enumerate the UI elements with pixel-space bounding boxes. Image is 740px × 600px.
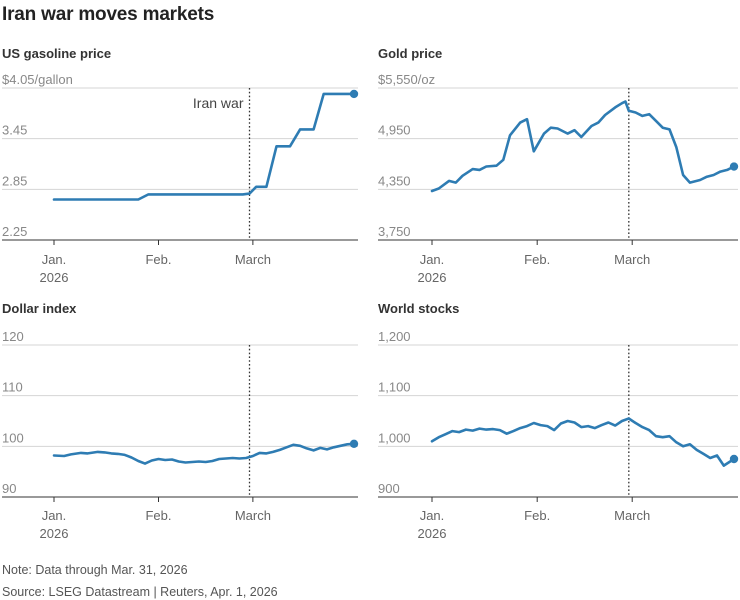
y-tick-label: 3,750 [378,224,411,239]
chart-panel: World stocks 1,200 1,100 1,000 900 Jan. 2026 Fe… [378,301,739,541]
y-tick-label: 2.85 [2,173,27,188]
series-end-point [729,162,739,171]
series-line [52,442,356,465]
y-tick-label: 3.45 [2,123,27,138]
panel-title: Gold price [378,46,442,61]
x-tick-label: Jan. 2026 [40,252,69,285]
x-tick-label-line: March [614,252,650,267]
x-tick-label-line: Feb. [524,252,550,267]
x-tick-label: March [235,252,271,267]
x-tick-label: Jan. 2026 [40,508,69,541]
x-tick-label-line: March [235,252,271,267]
x-tick-label-line: Feb. [145,508,171,523]
panel-title: Dollar index [2,301,77,316]
x-tick-label-line: 2026 [418,526,447,541]
x-tick-label: March [614,508,650,523]
x-tick-label-line: Jan. [420,508,445,523]
chart-source: Source: LSEG Datastream | Reuters, Apr. … [2,585,278,599]
x-tick-label-line: 2026 [418,270,447,285]
panel-title: US gasoline price [2,46,111,61]
series-line [430,417,736,467]
chart-panel: Gold price $5,550/oz 4,950 4,350 3,750 Jan. 20… [378,46,739,285]
x-tick-label-line: Feb. [524,508,550,523]
y-tick-label: 1,000 [378,430,411,445]
x-tick-label: Feb. [145,508,171,523]
chart-note: Note: Data through Mar. 31, 2026 [2,563,188,577]
x-tick-label: Feb. [145,252,171,267]
x-tick-label-line: 2026 [40,270,69,285]
x-tick-label: Jan. 2026 [418,252,447,285]
x-tick-label: Feb. [524,508,550,523]
panel-title: World stocks [378,301,459,316]
series-end-point [349,439,359,448]
x-tick-label: March [614,252,650,267]
small-multiples-chart: US gasoline price $4.05/gallon 3.45 2.85 2.2… [2,46,739,541]
chart-panel: US gasoline price $4.05/gallon 3.45 2.85 2.2… [2,46,359,285]
series-line [52,92,356,201]
x-tick-label-line: Jan. [42,252,67,267]
x-tick-label-line: March [235,508,271,523]
y-tick-label: 1,100 [378,380,411,395]
y-tick-label: 100 [2,430,24,445]
x-tick-label-line: March [614,508,650,523]
y-tick-label: 120 [2,329,24,344]
y-tick-label: 110 [2,380,23,395]
x-tick-label-line: 2026 [40,526,69,541]
chart-panel: Dollar index 120 110 100 90 Jan. 2026 Feb. March [2,301,359,541]
series-end-point [729,454,739,464]
x-tick-label: Feb. [524,252,550,267]
y-tick-label: $5,550/oz [378,72,435,87]
series-end-point [349,89,359,99]
y-tick-label: 1,200 [378,329,411,344]
y-tick-label: 4,950 [378,123,411,138]
y-tick-label: 90 [2,481,16,496]
x-tick-label: Jan. 2026 [418,508,447,541]
y-tick-label: 900 [378,481,400,496]
series-line [430,100,736,193]
event-annotation: Iran war [193,95,244,111]
page-title: Iran war moves markets [2,4,215,25]
y-tick-label: 4,350 [378,173,411,188]
y-tick-label: $4.05/gallon [2,72,73,87]
x-tick-label: March [235,508,271,523]
x-tick-label-line: Jan. [420,252,445,267]
y-tick-label: 2.25 [2,224,27,239]
x-tick-label-line: Jan. [42,508,67,523]
x-tick-label-line: Feb. [145,252,171,267]
